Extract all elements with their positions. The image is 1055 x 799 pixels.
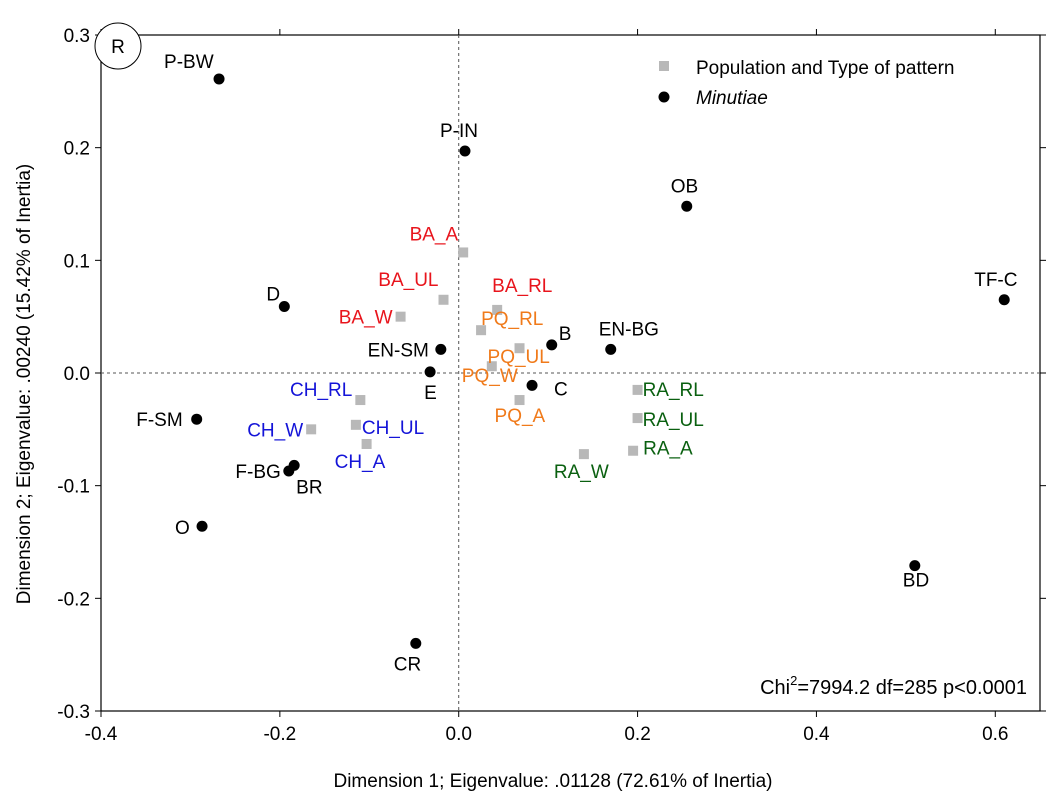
minutia-label-d: D — [266, 285, 280, 306]
population-label-ch-a: CH_A — [335, 452, 386, 473]
legend-label-minutiae: Minutiae — [696, 88, 768, 109]
y-tick-label: 0.3 — [64, 26, 90, 47]
x-tick-label: 0.0 — [446, 724, 472, 745]
minutia-label-br: BR — [296, 477, 322, 498]
y-tick-label: 0.2 — [64, 139, 90, 160]
data-points — [191, 73, 1010, 649]
y-tick-label: 0.1 — [64, 251, 90, 272]
population-marker-ra-ul — [632, 413, 643, 424]
population-label-ra-a: RA_A — [643, 439, 693, 460]
y-axis-title: Dimension 2; Eigenvalue: .00240 (15.42% … — [14, 164, 35, 604]
corner-badge-text: R — [111, 37, 125, 58]
population-label-ra-rl: RA_RL — [643, 380, 704, 401]
x-tick-label: 0.6 — [982, 724, 1008, 745]
minutia-marker-tf-c — [998, 294, 1010, 306]
corner-badge: R — [94, 22, 142, 70]
population-marker-ba-a — [458, 247, 469, 258]
population-marker-ch-ul — [350, 419, 361, 430]
minutia-label-p-bw: P-BW — [164, 52, 214, 73]
population-label-ba-a: BA_A — [410, 224, 459, 245]
y-tick-label: -0.2 — [57, 589, 90, 610]
population-label-ch-w: CH_W — [247, 420, 303, 441]
minutia-marker-e — [424, 366, 436, 378]
population-label-ra-ul: RA_UL — [643, 410, 704, 431]
x-tick-label: 0.4 — [803, 724, 830, 745]
population-marker-pq-rl — [476, 325, 487, 336]
population-marker-pq-a — [514, 395, 525, 406]
population-label-pq-w: PQ_W — [462, 366, 518, 387]
minutia-label-en-bg: EN-BG — [599, 319, 659, 340]
axis-tick-labels: -0.4 -0.2 0.0 0.2 0.4 0.6 0.3 0.2 0.1 0.0 -0.1 -0.2… — [57, 26, 1008, 745]
population-label-pq-ul: PQ_UL — [488, 347, 550, 368]
population-label-ba-rl: BA_RL — [492, 276, 552, 297]
minutia-label-b: B — [559, 324, 572, 345]
zero-reference-lines — [101, 35, 1040, 711]
population-marker-ba-rl — [492, 304, 503, 315]
population-label-ra-w: RA_W — [554, 462, 609, 483]
population-marker-ch-a — [361, 438, 372, 449]
legend-circle-marker — [658, 91, 670, 103]
legend-label-population: Population and Type of pattern — [696, 58, 954, 79]
minutia-label-ob: OB — [671, 176, 698, 197]
minutia-marker-p-in — [459, 145, 471, 157]
population-marker-ch-rl — [355, 395, 366, 406]
population-label-ba-ul: BA_UL — [378, 270, 438, 291]
chi-stats: =7994.2 df=285 p<0.0001 — [797, 677, 1027, 699]
minutia-marker-cr — [410, 637, 422, 649]
minutia-label-p-in: P-IN — [440, 121, 478, 142]
chi-square-annotation: Chi2=7994.2 df=285 p<0.0001 — [760, 673, 1027, 699]
x-tick-label: -0.4 — [85, 724, 118, 745]
population-marker-ba-w — [395, 311, 406, 322]
minutia-marker-c — [526, 379, 538, 391]
minutia-marker-p-bw — [213, 73, 225, 85]
corner-badge-circle — [94, 22, 142, 70]
population-label-ch-rl: CH_RL — [290, 380, 352, 401]
minutia-marker-br — [288, 459, 300, 471]
x-tick-label: 0.2 — [624, 724, 650, 745]
minutia-marker-o — [196, 520, 208, 532]
x-tick-label: -0.2 — [263, 724, 296, 745]
population-marker-ra-a — [628, 445, 639, 456]
minutia-label-e: E — [424, 383, 437, 404]
population-marker-ra-rl — [632, 384, 643, 395]
minutia-label-f-sm: F-SM — [136, 410, 182, 431]
minutia-marker-b — [546, 339, 558, 351]
population-label-ch-ul: CH_UL — [362, 418, 424, 439]
minutia-label-c: C — [554, 379, 568, 400]
minutia-marker-bd — [909, 560, 921, 572]
minutia-marker-en-sm — [435, 343, 447, 355]
population-marker-pq-w — [486, 361, 497, 372]
population-marker-pq-ul — [514, 343, 525, 354]
minutia-label-cr: CR — [394, 654, 421, 675]
population-label-pq-rl: PQ_RL — [481, 309, 543, 330]
axis-ticks — [95, 29, 1046, 717]
minutia-marker-f-sm — [191, 413, 203, 425]
legend-square-marker — [659, 61, 669, 71]
minutia-label-tf-c: TF-C — [974, 270, 1017, 291]
x-axis-title: Dimension 1; Eigenvalue: .01128 (72.61% … — [333, 771, 772, 792]
population-marker-ra-w — [578, 449, 589, 460]
minutia-label-bd: BD — [903, 571, 929, 592]
minutia-marker-en-bg — [605, 343, 617, 355]
minutia-label-en-sm: EN-SM — [368, 340, 429, 361]
population-marker-ch-w — [306, 424, 317, 435]
chi-superscript: 2 — [790, 673, 797, 688]
legend: Population and Type of pattern Minutiae — [658, 58, 954, 109]
y-tick-label: 0.0 — [64, 364, 90, 385]
y-tick-label: -0.3 — [57, 702, 90, 723]
minutia-marker-d — [278, 301, 290, 313]
minutia-label-f-bg: F-BG — [235, 462, 280, 483]
minutia-label-o: O — [175, 518, 190, 539]
y-tick-label: -0.1 — [57, 477, 90, 498]
population-label-ba-w: BA_W — [339, 308, 393, 329]
chi-prefix: Chi — [760, 677, 790, 699]
population-label-pq-a: PQ_A — [495, 406, 546, 427]
population-marker-ba-ul — [438, 294, 449, 305]
minutia-marker-ob — [681, 200, 693, 212]
